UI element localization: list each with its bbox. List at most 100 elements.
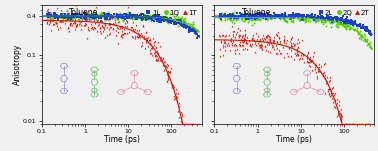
Point	[225, 42, 231, 45]
Point	[257, 13, 263, 15]
Point	[68, 17, 74, 19]
Point	[86, 15, 92, 18]
Point	[333, 18, 339, 20]
Point	[243, 40, 249, 43]
Point	[103, 15, 109, 17]
Point	[263, 18, 270, 21]
Point	[302, 18, 308, 20]
Point	[365, 123, 371, 125]
Point	[272, 14, 278, 16]
Point	[237, 44, 243, 46]
Point	[140, 13, 146, 16]
Point	[327, 18, 333, 20]
Point	[124, 15, 130, 17]
Point	[328, 19, 334, 22]
Point	[325, 17, 331, 19]
Point	[328, 92, 335, 94]
Point	[64, 15, 70, 17]
Point	[338, 123, 344, 125]
Point	[231, 13, 237, 16]
Point	[270, 45, 276, 47]
Point	[239, 11, 245, 14]
Point	[56, 15, 62, 17]
Point	[332, 106, 338, 109]
Point	[102, 16, 108, 19]
Point	[297, 16, 303, 19]
Point	[175, 19, 181, 21]
Point	[341, 22, 347, 24]
Point	[61, 14, 67, 16]
Point	[341, 19, 347, 21]
Point	[309, 16, 315, 19]
Point	[338, 21, 344, 24]
Point	[364, 38, 370, 41]
Point	[250, 13, 256, 16]
Point	[174, 18, 180, 21]
Point	[358, 123, 364, 125]
Point	[259, 44, 265, 47]
Point	[283, 14, 289, 16]
Point	[183, 26, 189, 28]
Point	[222, 14, 228, 17]
Point	[265, 15, 271, 17]
Point	[294, 17, 300, 19]
Point	[339, 16, 345, 19]
Point	[161, 17, 167, 20]
Point	[330, 21, 336, 23]
Point	[359, 26, 365, 28]
Point	[84, 37, 90, 39]
Point	[181, 22, 187, 24]
Point	[45, 13, 51, 15]
Point	[337, 18, 343, 21]
Point	[156, 14, 162, 16]
Point	[99, 11, 105, 14]
Point	[105, 15, 111, 17]
Point	[336, 22, 342, 24]
Point	[171, 18, 177, 21]
Point	[113, 23, 119, 26]
Point	[266, 39, 273, 42]
Point	[323, 17, 329, 19]
Point	[265, 40, 271, 43]
Point	[162, 17, 168, 20]
Point	[138, 12, 144, 14]
Point	[104, 15, 110, 18]
Point	[135, 32, 141, 34]
Point	[310, 15, 316, 18]
Point	[155, 18, 161, 21]
Point	[115, 16, 121, 19]
Point	[102, 36, 108, 39]
Point	[188, 123, 194, 125]
Point	[323, 24, 329, 27]
Point	[112, 21, 118, 23]
Point	[239, 14, 245, 16]
Point	[220, 45, 226, 48]
Point	[132, 17, 138, 19]
Point	[143, 18, 149, 20]
Point	[237, 41, 243, 43]
Point	[124, 20, 130, 22]
Point	[251, 16, 257, 18]
Point	[287, 16, 293, 18]
Point	[287, 15, 293, 17]
Point	[153, 15, 159, 17]
Point	[236, 52, 242, 54]
Point	[281, 17, 287, 20]
Point	[160, 18, 166, 21]
Point	[148, 17, 154, 19]
Point	[296, 18, 302, 21]
Point	[320, 74, 326, 76]
Point	[333, 102, 339, 104]
Point	[302, 18, 308, 20]
Point	[286, 16, 292, 19]
Point	[269, 44, 275, 46]
Point	[364, 28, 370, 31]
Point	[98, 11, 104, 13]
Point	[314, 76, 320, 79]
Point	[49, 18, 55, 21]
Point	[175, 21, 181, 24]
Point	[138, 16, 144, 18]
Point	[288, 16, 294, 18]
Point	[248, 17, 254, 19]
Point	[249, 38, 255, 41]
